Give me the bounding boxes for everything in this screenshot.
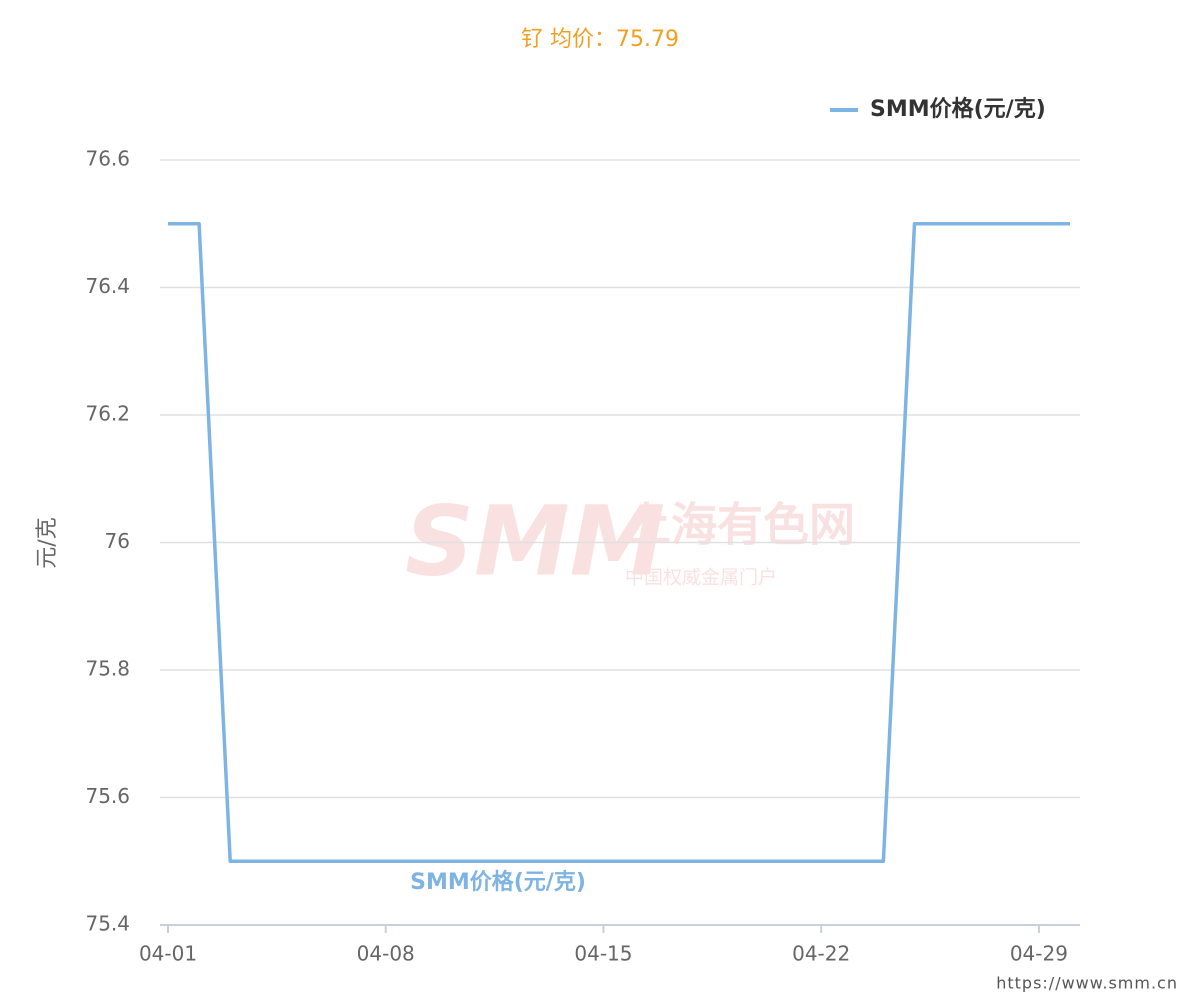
y-tick-label: 75.4 (85, 912, 130, 936)
y-tick-label: 75.8 (85, 657, 130, 681)
series-label: SMM价格(元/克) (410, 869, 586, 895)
legend-label: SMM价格(元/克) (870, 96, 1046, 122)
watermark: SMM 上海有色网 中国权威金属门户 (405, 485, 855, 597)
y-tick-label: 76.6 (85, 147, 130, 171)
x-tick-label: 04-15 (574, 942, 632, 966)
y-tick-label: 76.4 (85, 274, 130, 298)
watermark-name: 上海有色网 (625, 498, 855, 552)
y-tick-label: 76 (105, 529, 130, 553)
x-tick-label: 04-08 (357, 942, 415, 966)
chart-title: 钌 均价：75.79 (521, 27, 679, 52)
y-axis-label: 元/克 (35, 517, 60, 568)
x-tick-label: 04-01 (139, 942, 197, 966)
watermark-slogan: 中国权威金属门户 (625, 567, 777, 589)
x-tick-label: 04-22 (792, 942, 850, 966)
y-tick-label: 75.6 (85, 784, 130, 808)
y-tick-label: 76.2 (85, 402, 130, 426)
x-tick-label: 04-29 (1010, 942, 1068, 966)
series-line (168, 222, 1070, 863)
watermark-logo: SMM (405, 485, 665, 597)
source: https://www.smm.cn (996, 974, 1178, 993)
